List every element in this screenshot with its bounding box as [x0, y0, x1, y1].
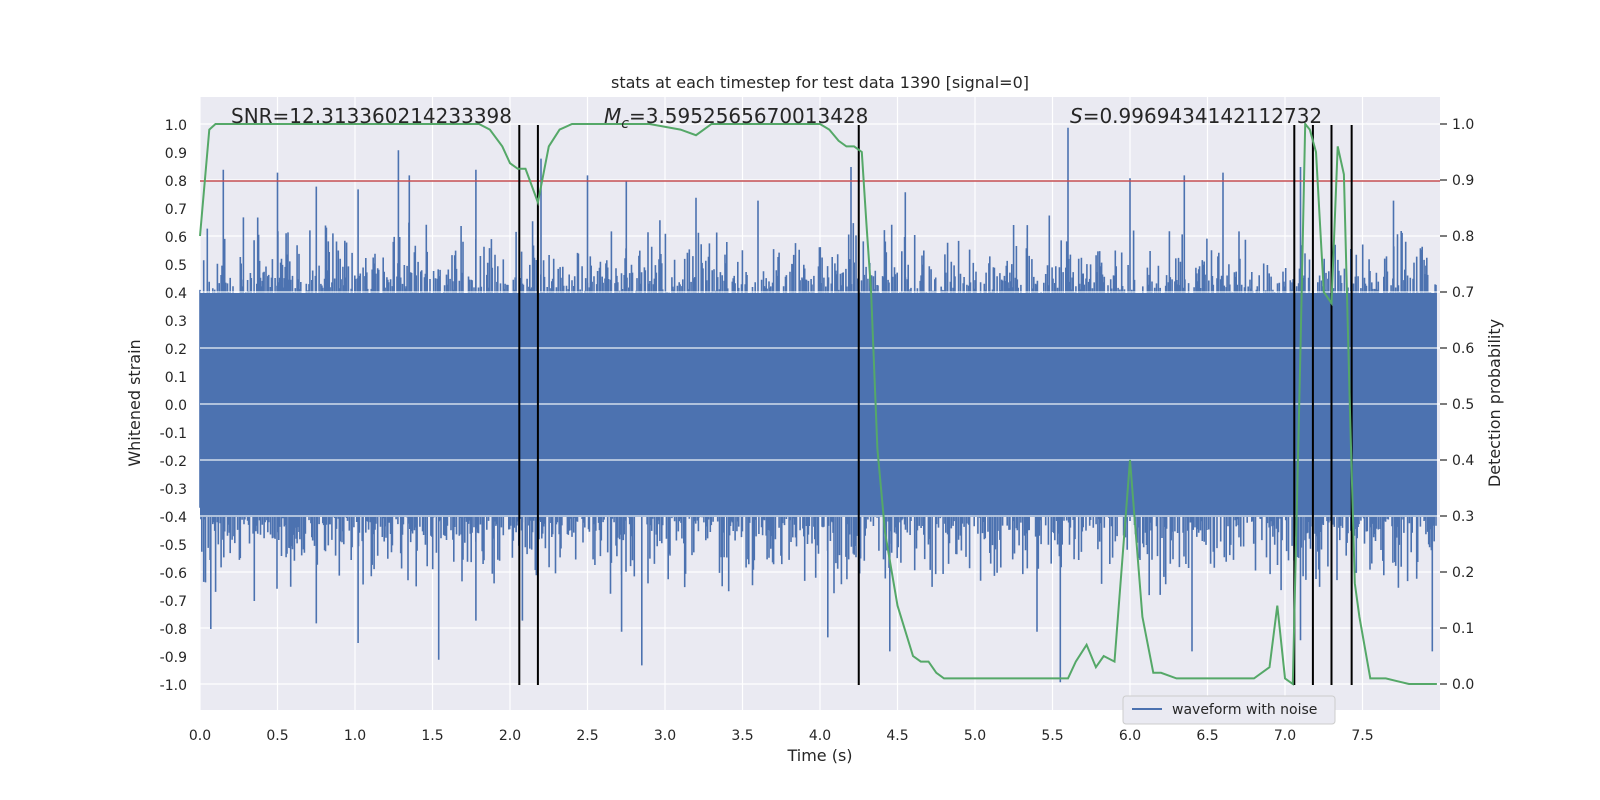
- x-tick-label: 1.5: [421, 728, 443, 744]
- x-tick-label: 5.0: [964, 728, 986, 744]
- y-tick-label: -0.4: [160, 510, 187, 526]
- y2-tick-label: 0.5: [1452, 397, 1474, 413]
- x-tick-label: 7.0: [1274, 728, 1296, 744]
- y2-tick-label: 1.0: [1452, 117, 1474, 133]
- y2-tick-label: 0.9: [1452, 173, 1474, 189]
- snr-annotation: SNR=12.313360214233398: [231, 104, 512, 128]
- score-annotation: S=0.9969434142112732: [1070, 104, 1322, 128]
- y-tick-label: 0.6: [165, 230, 187, 246]
- waveform-series: [199, 127, 1440, 683]
- x-tick-label: 2.5: [576, 728, 598, 744]
- y-tick-label: -0.2: [160, 454, 187, 470]
- x-tick-label: 7.5: [1351, 728, 1373, 744]
- y2-tick-label: 0.0: [1452, 677, 1474, 693]
- chart-title: stats at each timestep for test data 139…: [611, 73, 1029, 92]
- x-tick-label: 3.0: [654, 728, 676, 744]
- score-value: =0.9969434142112732: [1083, 104, 1322, 128]
- x-tick-label: 0.0: [189, 728, 211, 744]
- chirp-mass-subscript: c: [621, 116, 629, 132]
- x-tick-label: 3.5: [731, 728, 753, 744]
- y2-tick-label: 0.1: [1452, 621, 1474, 637]
- x-tick-label: 6.5: [1196, 728, 1218, 744]
- y2-tick-label: 0.6: [1452, 341, 1474, 357]
- legend: waveform with noise: [1122, 695, 1336, 725]
- y-tick-label: -0.9: [160, 650, 187, 666]
- x-tick-label: 1.0: [344, 728, 366, 744]
- y-tick-label: 0.3: [165, 314, 187, 330]
- y-tick-label: -0.6: [160, 566, 187, 582]
- y-axis-title: Whitened strain: [125, 339, 144, 466]
- y2-tick-label: 0.4: [1452, 453, 1474, 469]
- y-tick-label: 0.8: [165, 174, 187, 190]
- y2-tick-label: 0.3: [1452, 509, 1474, 525]
- y-tick-label: 0.7: [165, 202, 187, 218]
- y2-tick-label: 0.7: [1452, 285, 1474, 301]
- y-tick-label: -0.3: [160, 482, 187, 498]
- y-tick-label: 0.5: [165, 258, 187, 274]
- probability-line: [199, 121, 1437, 686]
- y-tick-label: 1.0: [165, 118, 187, 134]
- y2-axis-title: Detection probability: [1485, 319, 1504, 487]
- chirp-mass-annotation: Mc=3.5952565670013428: [604, 104, 868, 132]
- y2-tick-label: 0.8: [1452, 229, 1474, 245]
- legend-box: [1122, 695, 1336, 725]
- y-tick-label: -0.1: [160, 426, 187, 442]
- chirp-mass-symbol: M: [604, 104, 621, 128]
- x-tick-label: 4.5: [886, 728, 908, 744]
- y-tick-label: -0.7: [160, 594, 187, 610]
- y2-tick-label: 0.2: [1452, 565, 1474, 581]
- y-tick-label: 0.0: [165, 398, 187, 414]
- y-tick-label: 0.1: [165, 370, 187, 386]
- axis-ticks: 0.0 0.5 1.0 1.5 2.0 2.5 3.0 3.5 4.0 4.5 5.0 5.5 6.0 6…: [160, 117, 1475, 744]
- x-tick-label: 5.5: [1041, 728, 1063, 744]
- x-tick-label: 2.0: [499, 728, 521, 744]
- y-tick-label: -1.0: [160, 678, 187, 694]
- y-tick-label: -0.8: [160, 622, 187, 638]
- probability-series: [199, 121, 1437, 686]
- y-tick-label: -0.5: [160, 538, 187, 554]
- y-tick-label: 0.4: [165, 286, 187, 302]
- x-axis-title: Time (s): [786, 746, 852, 765]
- x-tick-label: 0.5: [266, 728, 288, 744]
- score-symbol: S: [1070, 104, 1083, 128]
- x-tick-label: 6.0: [1119, 728, 1141, 744]
- chirp-mass-value: =3.5952565670013428: [629, 104, 868, 128]
- y-tick-label: 0.2: [165, 342, 187, 358]
- x-tick-label: 4.0: [809, 728, 831, 744]
- legend-label: waveform with noise: [1172, 702, 1317, 718]
- y-tick-label: 0.9: [165, 146, 187, 162]
- waveform-core: [200, 293, 1437, 517]
